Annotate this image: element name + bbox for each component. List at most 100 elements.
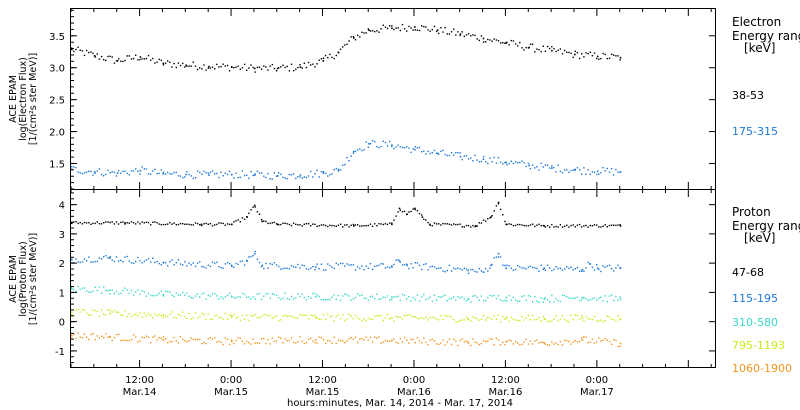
proton-point-2 xyxy=(305,299,308,301)
electron-point-1 xyxy=(487,162,489,165)
proton-point-4 xyxy=(412,338,414,341)
electron-point-0 xyxy=(339,48,342,50)
electron-point-0 xyxy=(395,27,397,29)
proton-point-4 xyxy=(290,337,293,339)
electron-point-1 xyxy=(265,176,267,179)
proton-point-3 xyxy=(100,309,103,311)
proton-point-2 xyxy=(583,297,585,299)
electron-data-point-1 xyxy=(231,173,233,176)
proton-point-1 xyxy=(231,264,233,266)
proton-point-1 xyxy=(585,267,587,269)
proton-point-2 xyxy=(350,299,352,301)
proton-point-3 xyxy=(461,319,463,321)
proton-point-0 xyxy=(103,222,105,224)
proton-point-2 xyxy=(327,298,329,301)
electron-point-0 xyxy=(617,55,619,57)
proton-point-2 xyxy=(258,292,261,295)
electron-point-0 xyxy=(81,50,84,52)
electron-point-1 xyxy=(389,140,391,143)
proton-point-1 xyxy=(120,259,122,261)
proton-point-4 xyxy=(137,341,139,343)
electron-point-0 xyxy=(425,26,427,28)
proton-point-1 xyxy=(303,265,305,267)
proton-point-1 xyxy=(438,267,440,269)
electron-point-1 xyxy=(354,150,357,153)
electron-point-0 xyxy=(476,38,478,40)
proton-point-1 xyxy=(226,262,229,264)
proton-point-0 xyxy=(128,222,130,224)
proton-point-1 xyxy=(508,265,510,267)
proton-point-1 xyxy=(288,268,291,270)
proton-point-4 xyxy=(440,342,442,344)
electron-data-point-0 xyxy=(414,26,416,28)
proton-point-2 xyxy=(431,300,433,302)
proton-point-2 xyxy=(194,295,197,297)
electron-point-0 xyxy=(90,51,92,53)
proton-point-3 xyxy=(610,318,613,320)
proton-point-1 xyxy=(94,260,96,263)
xtick-time-label: 0:00 xyxy=(586,375,608,386)
electron-point-0 xyxy=(502,42,504,44)
proton-point-4 xyxy=(107,336,109,338)
proton-point-3 xyxy=(314,314,316,316)
proton-point-3 xyxy=(487,316,489,319)
electron-point-1 xyxy=(425,153,427,155)
proton-point-3 xyxy=(199,316,201,318)
proton-point-2 xyxy=(376,293,378,295)
proton-point-4 xyxy=(410,338,412,341)
electron-point-1 xyxy=(79,172,81,174)
electron-ylabel-line1: ACE EPAM xyxy=(8,75,19,123)
proton-point-3 xyxy=(497,314,500,316)
proton-point-0 xyxy=(553,226,555,228)
proton-point-0 xyxy=(320,224,323,226)
proton-data-point-1 xyxy=(71,258,73,261)
proton-point-4 xyxy=(175,339,177,342)
electron-point-1 xyxy=(406,146,408,148)
proton-point-0 xyxy=(617,224,619,226)
proton-point-4 xyxy=(568,340,570,343)
electron-point-1 xyxy=(529,168,532,170)
proton-point-3 xyxy=(389,318,391,320)
proton-point-1 xyxy=(139,259,141,262)
proton-point-1 xyxy=(467,272,470,275)
proton-point-0 xyxy=(608,224,611,227)
proton-point-3 xyxy=(216,314,218,316)
proton-point-2 xyxy=(433,294,436,296)
proton-point-4 xyxy=(147,336,150,338)
proton-point-4 xyxy=(205,342,207,345)
proton-point-2 xyxy=(79,288,81,291)
proton-data-point-3 xyxy=(467,317,469,320)
proton-point-0 xyxy=(237,219,239,221)
electron-point-0 xyxy=(173,62,175,65)
proton-point-1 xyxy=(324,269,327,271)
proton-point-1 xyxy=(357,266,359,268)
proton-point-1 xyxy=(320,263,323,265)
proton-point-3 xyxy=(354,315,357,317)
electron-point-1 xyxy=(201,173,203,175)
electron-point-0 xyxy=(248,67,250,69)
proton-point-1 xyxy=(380,263,382,265)
proton-point-2 xyxy=(418,300,421,302)
electron-point-0 xyxy=(167,60,169,62)
electron-data-point-0 xyxy=(436,29,439,31)
electron-point-0 xyxy=(316,63,318,65)
proton-point-3 xyxy=(75,309,77,312)
proton-data-point-0 xyxy=(398,207,401,210)
proton-point-2 xyxy=(399,299,401,302)
proton-point-3 xyxy=(218,316,220,319)
proton-point-1 xyxy=(391,265,393,267)
proton-point-4 xyxy=(339,340,342,342)
proton-point-4 xyxy=(423,337,425,339)
electron-point-0 xyxy=(380,28,382,30)
proton-point-2 xyxy=(188,295,190,297)
proton-ytick-label: 0 xyxy=(59,318,65,329)
proton-point-1 xyxy=(132,262,135,264)
proton-point-1 xyxy=(608,264,611,266)
proton-point-1 xyxy=(295,266,297,268)
proton-point-2 xyxy=(117,293,120,295)
electron-point-1 xyxy=(173,171,175,174)
proton-point-3 xyxy=(273,316,276,318)
proton-data-point-3 xyxy=(543,318,546,320)
proton-point-3 xyxy=(382,319,384,322)
proton-data-point-2 xyxy=(467,298,469,300)
